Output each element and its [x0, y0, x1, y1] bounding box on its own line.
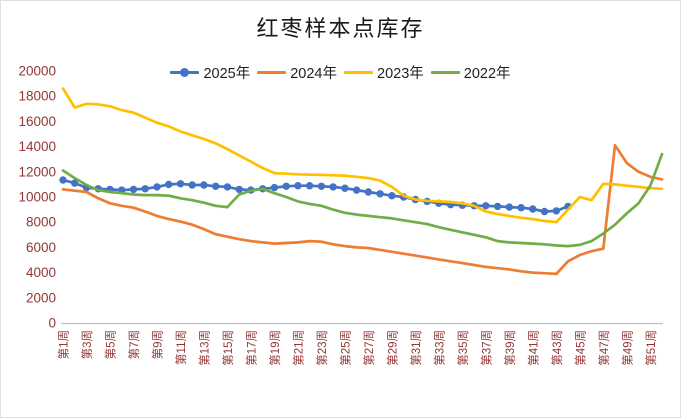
- legend-swatch-2023-line-icon: [344, 70, 373, 75]
- data-point-marker: [329, 183, 337, 191]
- y-axis-tick-label: 6000: [26, 240, 56, 255]
- legend: 2025年 2024年 2023年 2022年: [1, 62, 680, 83]
- data-point-marker: [529, 205, 537, 213]
- data-point-marker: [305, 182, 314, 190]
- y-axis-tick-label: 0: [48, 316, 56, 331]
- x-axis-tick-label: 第47周: [597, 330, 611, 366]
- legend-label-2022: 2022年: [463, 66, 511, 82]
- data-point-marker: [282, 182, 290, 190]
- x-axis-tick-label: 第3周: [80, 330, 94, 359]
- data-point-marker: [59, 176, 67, 184]
- series-line-2024年: [61, 143, 664, 276]
- legend-item-2022: 2022年: [430, 62, 511, 83]
- x-axis-tick-label: 第7周: [127, 330, 141, 359]
- data-point-marker: [493, 202, 502, 211]
- x-axis-tick-label: 第45周: [573, 330, 587, 366]
- x-axis-tick-label: 第29周: [385, 330, 399, 366]
- data-point-marker: [270, 183, 279, 192]
- series-line-2022年: [61, 152, 664, 248]
- x-axis-tick-label: 第27周: [362, 330, 376, 366]
- data-point-marker: [176, 180, 185, 188]
- x-axis-tick-label: 第37周: [479, 330, 493, 366]
- data-point-marker: [141, 185, 149, 193]
- data-point-marker: [517, 204, 525, 212]
- y-axis-tick-label: 4000: [26, 265, 56, 280]
- x-axis-tick-label: 第21周: [291, 330, 305, 366]
- x-axis-tick-label: 第49周: [620, 330, 634, 366]
- chart-title: 红枣样本点库存: [256, 16, 425, 41]
- data-point-marker: [165, 180, 173, 189]
- data-point-marker: [153, 183, 161, 191]
- x-axis-tick-label: 第17周: [244, 330, 258, 366]
- data-point-marker: [71, 179, 79, 187]
- data-point-marker: [388, 192, 396, 200]
- data-point-marker: [188, 181, 196, 189]
- data-point-marker: [294, 182, 302, 190]
- y-axis-tick-label: 2000: [26, 290, 56, 305]
- legend-label-2023: 2023年: [377, 66, 424, 82]
- legend-item-2023: 2023年: [344, 62, 424, 83]
- x-axis-tick-label: 第51周: [644, 330, 658, 366]
- x-axis-tick-label: 第5周: [103, 330, 117, 359]
- data-point-marker: [235, 185, 243, 194]
- y-axis-tick-label: 10000: [18, 190, 56, 205]
- legend-label-2024: 2024年: [290, 66, 337, 82]
- y-axis-tick-label: 18000: [18, 89, 56, 104]
- legend-swatch-2025-line-marker-icon: [170, 68, 200, 76]
- x-axis-tick-label: 第23周: [315, 330, 329, 366]
- legend-swatch-2022-line-icon: [430, 70, 460, 75]
- y-axis-tick-label: 20000: [18, 64, 56, 79]
- data-point-marker: [223, 183, 232, 191]
- legend-item-2025: 2025年: [170, 62, 250, 83]
- x-axis-tick-label: 第19周: [268, 330, 282, 366]
- data-point-marker: [341, 184, 349, 192]
- series-line-2023年: [61, 87, 664, 224]
- data-point-marker: [364, 188, 373, 196]
- y-axis-tick-label: 8000: [26, 215, 56, 230]
- x-axis-tick-label: 第11周: [174, 330, 188, 365]
- legend-swatch-2024-line-icon: [257, 70, 287, 75]
- y-axis-tick-label: 14000: [18, 139, 56, 154]
- legend-item-2024: 2024年: [257, 62, 337, 83]
- data-point-marker: [552, 207, 560, 215]
- legend-label-2025: 2025年: [203, 66, 251, 82]
- data-point-marker: [482, 202, 490, 210]
- y-axis-tick-label: 12000: [18, 164, 56, 179]
- x-axis-tick-label: 第39周: [503, 330, 517, 366]
- data-point-marker: [129, 185, 138, 194]
- data-point-marker: [540, 207, 549, 216]
- y-axis-tick-label: 16000: [18, 114, 56, 129]
- x-axis-tick-label: 第43周: [550, 330, 564, 366]
- data-point-marker: [200, 181, 208, 189]
- x-axis-tick-label: 第35周: [456, 330, 470, 366]
- x-axis-tick-label: 第15周: [221, 330, 235, 366]
- x-axis-tick-label: 第31周: [409, 330, 423, 366]
- data-point-marker: [376, 190, 384, 198]
- data-point-marker: [352, 186, 361, 194]
- data-point-marker: [505, 203, 513, 211]
- x-axis-tick-label: 第13周: [197, 330, 211, 366]
- x-axis-tick-label: 第41周: [526, 330, 540, 366]
- x-axis-tick-label: 第33周: [432, 330, 446, 366]
- x-axis-tick-label: 第1周: [57, 330, 71, 359]
- x-axis-tick-label: 第9周: [150, 330, 164, 359]
- x-axis-tick-label: 第25周: [338, 330, 352, 366]
- data-point-marker: [317, 182, 326, 190]
- data-point-marker: [212, 182, 220, 190]
